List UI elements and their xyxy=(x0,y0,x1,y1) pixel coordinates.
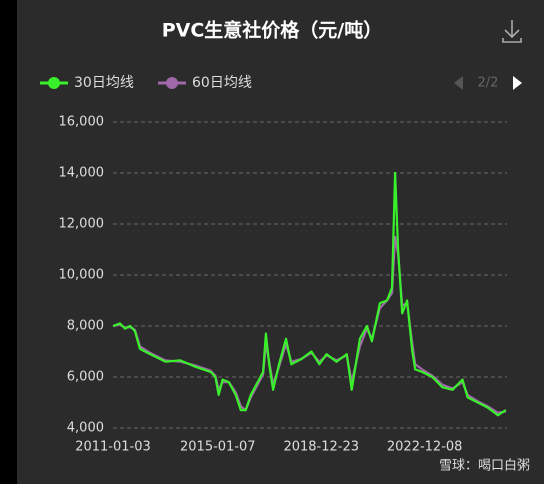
x-tick-label: 2022-12-08 xyxy=(387,440,463,455)
legend-marker xyxy=(166,77,178,89)
y-tick-label: 16,000 xyxy=(59,115,105,130)
x-tick-label: 2011-01-03 xyxy=(75,440,151,455)
download-icon[interactable] xyxy=(502,20,522,43)
chart-title: PVC生意社价格（元/吨） xyxy=(162,19,383,42)
pager-text: 2/2 xyxy=(478,76,499,91)
x-tick-label: 2015-01-07 xyxy=(180,440,256,455)
legend-label: 60日均线 xyxy=(192,75,252,91)
panel xyxy=(17,0,544,484)
y-tick-label: 6,000 xyxy=(67,370,104,385)
pager-next[interactable] xyxy=(513,76,522,90)
watermark: 雪球：喝口白粥 xyxy=(439,458,530,474)
series-line xyxy=(112,171,507,417)
legend-label: 30日均线 xyxy=(74,75,134,91)
y-tick-label: 12,000 xyxy=(59,217,105,232)
y-tick-label: 10,000 xyxy=(59,268,105,283)
pager-prev[interactable] xyxy=(454,76,463,90)
y-tick-label: 8,000 xyxy=(67,319,104,334)
x-tick-label: 2018-12-23 xyxy=(283,440,359,455)
y-tick-label: 4,000 xyxy=(67,421,104,436)
y-tick-label: 14,000 xyxy=(59,166,105,181)
legend-marker xyxy=(48,77,60,89)
